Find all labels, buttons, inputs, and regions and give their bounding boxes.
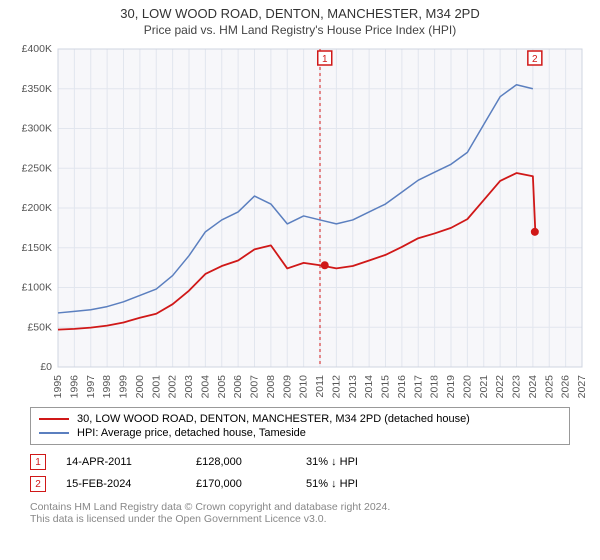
- chart-svg: £0 £50K £100K £150K £200K £250K £300K £350K £400…: [10, 41, 590, 401]
- marker-delta: 51% ↓ HPI: [306, 478, 406, 490]
- svg-text:£200K: £200K: [22, 202, 52, 214]
- marker-price: £128,000: [196, 456, 286, 468]
- svg-text:2024: 2024: [527, 375, 539, 399]
- chart-subtitle: Price paid vs. HM Land Registry's House …: [0, 23, 600, 37]
- legend-label: 30, LOW WOOD ROAD, DENTON, MANCHESTER, M…: [77, 413, 470, 425]
- svg-text:2006: 2006: [232, 375, 244, 399]
- svg-text:2010: 2010: [298, 375, 310, 399]
- svg-text:1999: 1999: [118, 375, 130, 399]
- svg-text:2025: 2025: [543, 375, 555, 399]
- svg-text:2013: 2013: [347, 375, 359, 399]
- svg-text:£0: £0: [40, 361, 52, 373]
- svg-text:2019: 2019: [445, 375, 457, 399]
- marker-badge: 1: [30, 454, 46, 470]
- svg-text:2011: 2011: [314, 375, 326, 398]
- svg-text:2014: 2014: [363, 375, 375, 399]
- svg-text:2023: 2023: [511, 375, 523, 399]
- svg-text:1995: 1995: [52, 375, 64, 399]
- svg-text:2007: 2007: [249, 375, 261, 399]
- legend-swatch: [39, 418, 69, 420]
- svg-text:1997: 1997: [85, 375, 97, 399]
- marker-number: 1: [35, 457, 41, 468]
- svg-text:2005: 2005: [216, 375, 228, 399]
- svg-text:1: 1: [322, 54, 328, 65]
- svg-text:£150K: £150K: [22, 242, 52, 254]
- svg-text:2020: 2020: [461, 375, 473, 399]
- marker-price: £170,000: [196, 478, 286, 490]
- marker-table: 1 14-APR-2011 £128,000 31% ↓ HPI 2 15-FE…: [30, 451, 570, 495]
- svg-text:2026: 2026: [560, 375, 572, 399]
- svg-text:£300K: £300K: [22, 123, 52, 135]
- svg-text:2015: 2015: [380, 375, 392, 399]
- svg-text:2012: 2012: [330, 375, 342, 399]
- marker-date: 15-FEB-2024: [66, 478, 176, 490]
- marker-row: 2 15-FEB-2024 £170,000 51% ↓ HPI: [30, 473, 570, 495]
- svg-text:1998: 1998: [101, 375, 113, 399]
- svg-text:2004: 2004: [199, 375, 211, 399]
- svg-text:2000: 2000: [134, 375, 146, 399]
- footer-line: This data is licensed under the Open Gov…: [30, 513, 570, 525]
- svg-text:2002: 2002: [167, 375, 179, 399]
- legend-row: 30, LOW WOOD ROAD, DENTON, MANCHESTER, M…: [39, 412, 561, 426]
- legend-swatch: [39, 432, 69, 434]
- svg-text:2016: 2016: [396, 375, 408, 399]
- footer: Contains HM Land Registry data © Crown c…: [30, 501, 570, 525]
- svg-text:£100K: £100K: [22, 282, 52, 294]
- marker-date: 14-APR-2011: [66, 456, 176, 468]
- legend-row: HPI: Average price, detached house, Tame…: [39, 426, 561, 440]
- svg-text:£350K: £350K: [22, 83, 52, 95]
- footer-line: Contains HM Land Registry data © Crown c…: [30, 501, 570, 513]
- legend: 30, LOW WOOD ROAD, DENTON, MANCHESTER, M…: [30, 407, 570, 445]
- svg-text:£50K: £50K: [27, 321, 52, 333]
- svg-text:2008: 2008: [265, 375, 277, 399]
- marker-number: 2: [35, 479, 41, 490]
- svg-text:£250K: £250K: [22, 162, 52, 174]
- svg-text:2009: 2009: [281, 375, 293, 399]
- svg-text:2021: 2021: [478, 375, 490, 399]
- marker-badge: 2: [30, 476, 46, 492]
- legend-label: HPI: Average price, detached house, Tame…: [77, 427, 306, 439]
- svg-text:2027: 2027: [576, 375, 588, 399]
- svg-text:2001: 2001: [150, 375, 162, 399]
- svg-text:2003: 2003: [183, 375, 195, 399]
- chart-title: 30, LOW WOOD ROAD, DENTON, MANCHESTER, M…: [0, 6, 600, 21]
- marker-row: 1 14-APR-2011 £128,000 31% ↓ HPI: [30, 451, 570, 473]
- chart-container: 30, LOW WOOD ROAD, DENTON, MANCHESTER, M…: [0, 0, 600, 525]
- marker-delta: 31% ↓ HPI: [306, 456, 406, 468]
- svg-text:2: 2: [532, 54, 538, 65]
- header: 30, LOW WOOD ROAD, DENTON, MANCHESTER, M…: [0, 0, 600, 41]
- svg-text:£400K: £400K: [22, 43, 52, 55]
- svg-text:1996: 1996: [68, 375, 80, 399]
- svg-text:2022: 2022: [494, 375, 506, 399]
- svg-text:2017: 2017: [412, 375, 424, 399]
- svg-text:2018: 2018: [429, 375, 441, 399]
- chart-plot: £0 £50K £100K £150K £200K £250K £300K £350K £400…: [10, 41, 590, 401]
